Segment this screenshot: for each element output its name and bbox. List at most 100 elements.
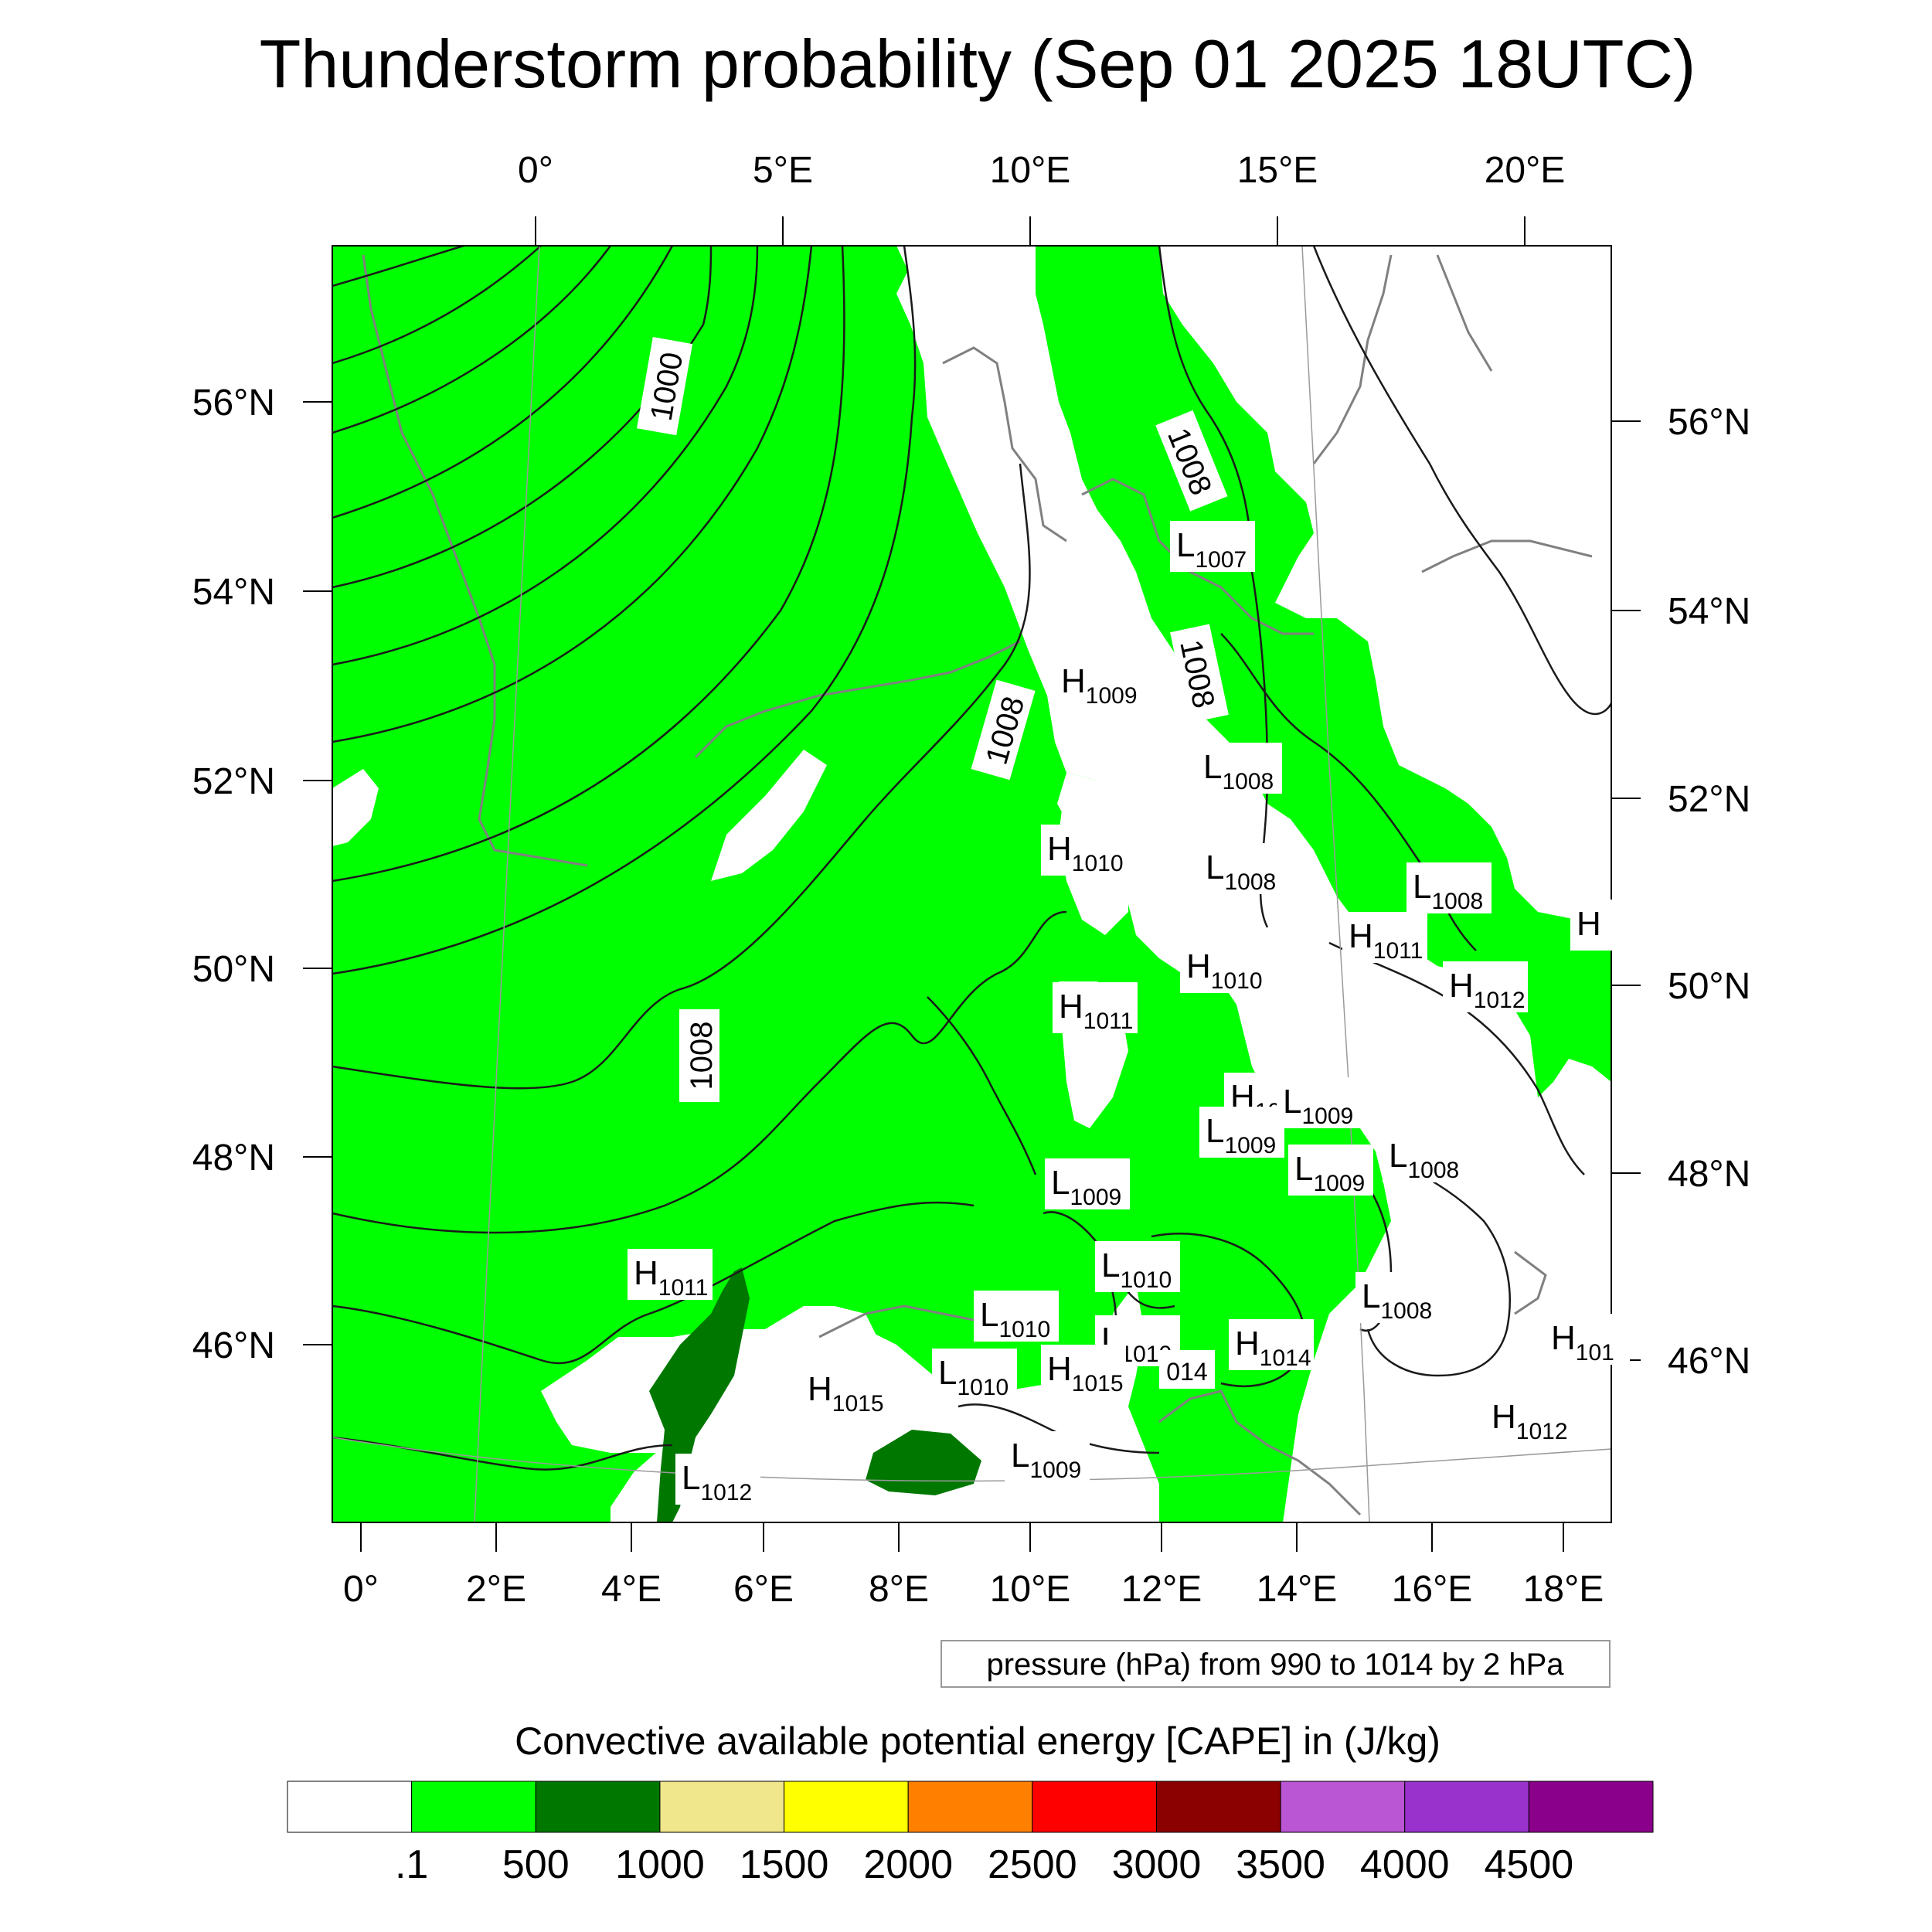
ticks-left [303,401,332,1345]
pressure-center: L1010 [1095,1241,1180,1293]
left-lat-label: 48°N [192,1138,275,1179]
right-lat-label: 48°N [1668,1154,1750,1195]
pressure-center: H1011 [1053,982,1138,1034]
right-lat-label: 52°N [1668,779,1750,820]
colorbar-tick-label: 2500 [988,1842,1077,1887]
left-lat-label: 56°N [192,383,275,423]
pressure-center-label: H1010 [1186,947,1263,994]
colorbar-ticks: .1 500 1000 1500 2000 2500 3000 3500 4000 4500 [395,1842,1573,1887]
bottom-lon-label: 2°E [466,1569,526,1610]
pressure-center-label: L1009 [1011,1437,1081,1483]
pressure-center: H1012 [1485,1393,1570,1444]
pressure-center: H1015 [801,1365,886,1417]
pressure-center-label: H1012 [1449,967,1526,1013]
pressure-center: L1009 [1005,1431,1090,1483]
pressure-center-label: L1012 [682,1459,752,1505]
pressure-center: L1009 [1288,1145,1373,1196]
pressure-center-label: H1011 [1349,917,1423,964]
pressure-center: H1015 [1041,1345,1126,1396]
pressure-center-label: L1008 [1413,868,1483,914]
pressure-center: H1009 [1055,657,1140,709]
pressure-center-label: H1011 [634,1254,708,1301]
pressure-center: L1008 [1383,1131,1468,1183]
right-lat-label: 54°N [1668,591,1750,632]
top-lon-label: 15°E [1237,150,1318,191]
pressure-center: H101 [1545,1314,1630,1366]
colorbar [287,1781,1654,1833]
isobar-label: 1008 [685,1022,719,1090]
pressure-center-label: H101 [1551,1319,1614,1366]
pressure-center-label: L1010 [980,1296,1050,1342]
top-lon-label: 0° [518,150,553,191]
pressure-center-label: L1010 [938,1354,1009,1400]
pressure-center: L1007 [1170,521,1255,573]
right-lat-label: 56°N [1668,402,1750,443]
colorbar-tick-label: 3500 [1236,1842,1325,1887]
pressure-center-label: L1009 [1051,1164,1121,1210]
pressure-center-label: L1009 [1206,1112,1276,1158]
pressure-center-label: L1008 [1203,748,1274,794]
right-lat-label: 46°N [1668,1341,1750,1382]
cape-hole-benelux [711,750,827,881]
bottom-lon-label: 6°E [733,1569,794,1610]
colorbar-tick-label: 1500 [740,1842,829,1887]
contour-info: pressure (hPa) from 990 to 1014 by 2 hPa [986,1648,1564,1682]
pressure-center-label: L1009 [1283,1083,1353,1129]
pressure-center-label: L1007 [1176,526,1247,573]
isobar-labels: 1000 1008 1008 1008 1008 [637,337,1229,1102]
pressure-center-label: L1008 [1389,1137,1459,1183]
coastlines [362,254,1593,1516]
pressure-center-label: H1014 [1235,1325,1311,1371]
top-lon-label: 20°E [1485,150,1566,191]
pressure-center-label: H1010 [1047,830,1124,876]
colorbar-tick-label: 4500 [1485,1842,1574,1887]
pressure-center: L1008 [1406,862,1492,914]
pressure-center: H1011 [628,1249,713,1301]
bottom-lon-label: 12°E [1121,1569,1202,1610]
left-lat-label: 46°N [192,1325,275,1366]
pressure-center-label: H1015 [1047,1350,1124,1396]
pressure-center: H [1570,900,1632,951]
pressure-center: L1009 [1045,1158,1130,1210]
colorbar-tick-label: 2000 [863,1842,953,1887]
bottom-lon-labels: 0° 2°E 4°E 6°E 8°E 10°E 12°E 14°E 16°E 1… [343,1569,1604,1610]
cape-hole-uk [332,769,379,846]
bottom-lon-label: 8°E [869,1569,929,1610]
pressure-center: L1009 [1199,1107,1284,1158]
map-frame [332,245,1612,1523]
left-lat-label: 54°N [192,572,275,613]
colorbar-box [1280,1781,1406,1833]
pressure-center: H1010 [1180,942,1265,994]
colorbar-box [784,1781,909,1833]
colorbar-tick-label: 4000 [1360,1842,1450,1887]
pressure-center: L1008 [1199,843,1284,895]
colorbar-tick-label: .1 [395,1842,428,1887]
colorbar-box [411,1781,536,1833]
pressure-center-label: L1008 [1362,1277,1432,1324]
colorbar-box [1404,1781,1529,1833]
pressure-center: H1012 [1443,961,1528,1013]
pressure-center: L1008 [1197,743,1282,794]
pressure-center: H1010 [1041,825,1126,876]
top-lon-label: 10°E [990,150,1071,191]
pressure-center-label: H1015 [808,1370,884,1417]
pressure-center-label: H1011 [1059,988,1133,1034]
right-lat-label: 50°N [1668,966,1750,1007]
cape-fill-mid-south [866,1430,981,1495]
pressure-center-label: L1009 [1294,1150,1365,1196]
colorbar-box [1032,1781,1157,1833]
partial-pressure-label: 014 [1166,1358,1207,1386]
bottom-lon-label: 4°E [601,1569,662,1610]
ticks-top [535,216,1526,246]
top-lon-label: 5°E [753,150,813,191]
pressure-center-label: H1012 [1492,1398,1568,1444]
colorbar-box [287,1781,413,1833]
bottom-lon-label: 10°E [990,1569,1071,1610]
cape-fill-low [332,246,1233,1522]
bottom-lon-label: 16°E [1392,1569,1473,1610]
pressure-center-label: L1010 [1101,1247,1172,1293]
cape-fill-mid-west [649,1267,750,1522]
colorbar-tick-label: 500 [502,1842,570,1887]
